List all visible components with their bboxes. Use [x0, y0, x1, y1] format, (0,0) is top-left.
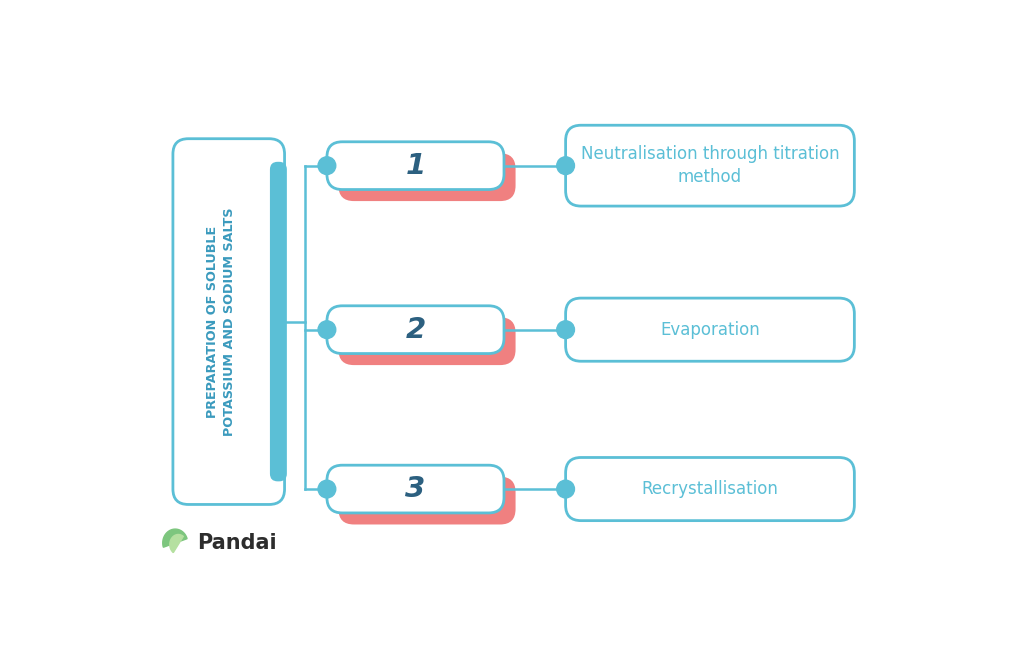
- Text: 3: 3: [406, 475, 426, 503]
- FancyBboxPatch shape: [270, 162, 287, 482]
- FancyBboxPatch shape: [565, 298, 854, 361]
- Text: 1: 1: [406, 152, 426, 180]
- FancyBboxPatch shape: [565, 458, 854, 520]
- Circle shape: [318, 321, 336, 339]
- FancyBboxPatch shape: [339, 477, 515, 524]
- Circle shape: [557, 157, 574, 175]
- Circle shape: [318, 157, 336, 175]
- FancyBboxPatch shape: [327, 141, 504, 190]
- Text: Neutralisation through titration
method: Neutralisation through titration method: [581, 145, 840, 186]
- Text: Pandai: Pandai: [197, 533, 276, 553]
- Text: Evaporation: Evaporation: [660, 321, 760, 339]
- Text: Recrystallisation: Recrystallisation: [642, 480, 778, 498]
- FancyBboxPatch shape: [339, 317, 515, 365]
- FancyBboxPatch shape: [173, 139, 285, 504]
- Polygon shape: [163, 529, 187, 547]
- Circle shape: [557, 321, 574, 339]
- Text: PREPARATION OF SOLUBLE
POTASSIUM AND SODIUM SALTS: PREPARATION OF SOLUBLE POTASSIUM AND SOD…: [206, 207, 237, 436]
- Polygon shape: [170, 535, 183, 552]
- Text: 2: 2: [406, 315, 426, 344]
- FancyBboxPatch shape: [565, 125, 854, 206]
- FancyBboxPatch shape: [339, 153, 515, 201]
- Circle shape: [557, 480, 574, 498]
- FancyBboxPatch shape: [327, 465, 504, 513]
- FancyBboxPatch shape: [327, 306, 504, 354]
- Circle shape: [318, 480, 336, 498]
